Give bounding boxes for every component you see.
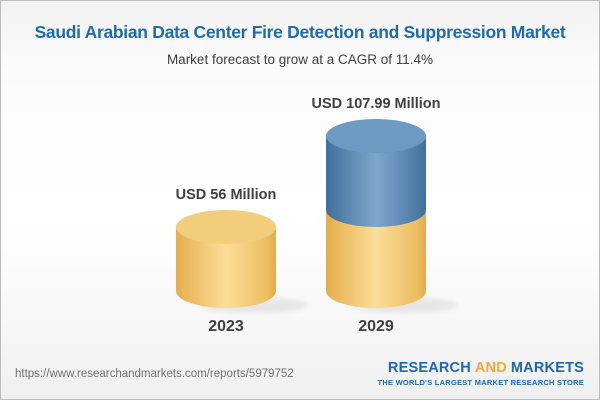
chart-subtitle: Market forecast to grow at a CAGR of 11.… [166,52,434,67]
logo-word-and: AND [474,359,507,376]
logo-word-markets: MARKETS [510,359,584,376]
logo-wordmark: RESEARCH AND MARKETS [378,359,584,377]
logo-word-research: RESEARCH [387,359,471,376]
bar-2029-top-face [326,119,426,154]
bar-2023-top-face [176,210,276,244]
logo-tagline: THE WORLD'S LARGEST MARKET RESEARCH STOR… [377,377,584,387]
research-and-markets-logo: RESEARCH AND MARKETS THE WORLD'S LARGEST M… [377,359,584,387]
bar-2029-base-segment [326,210,426,308]
bar-2029-growth-segment [326,136,426,227]
chart-canvas: USD 56 Million 2023 USD 107.99 Million 2029 [176,96,458,335]
chart-title: Saudi Arabian Data Center Fire Detection… [34,22,566,42]
bar-value-label: USD 56 Million [176,187,277,203]
chart-header: Saudi Arabian Data Center Fire Detection… [1,1,599,67]
x-axis-category-label: 2029 [358,318,394,335]
bar-value-label: USD 107.99 Million [312,96,441,112]
report-url: https://www.researchandmarkets.com/repor… [15,368,294,380]
bar-2023-body [176,227,276,308]
footer: https://www.researchandmarkets.com/repor… [1,353,599,399]
x-axis-category-label: 2023 [208,318,244,335]
